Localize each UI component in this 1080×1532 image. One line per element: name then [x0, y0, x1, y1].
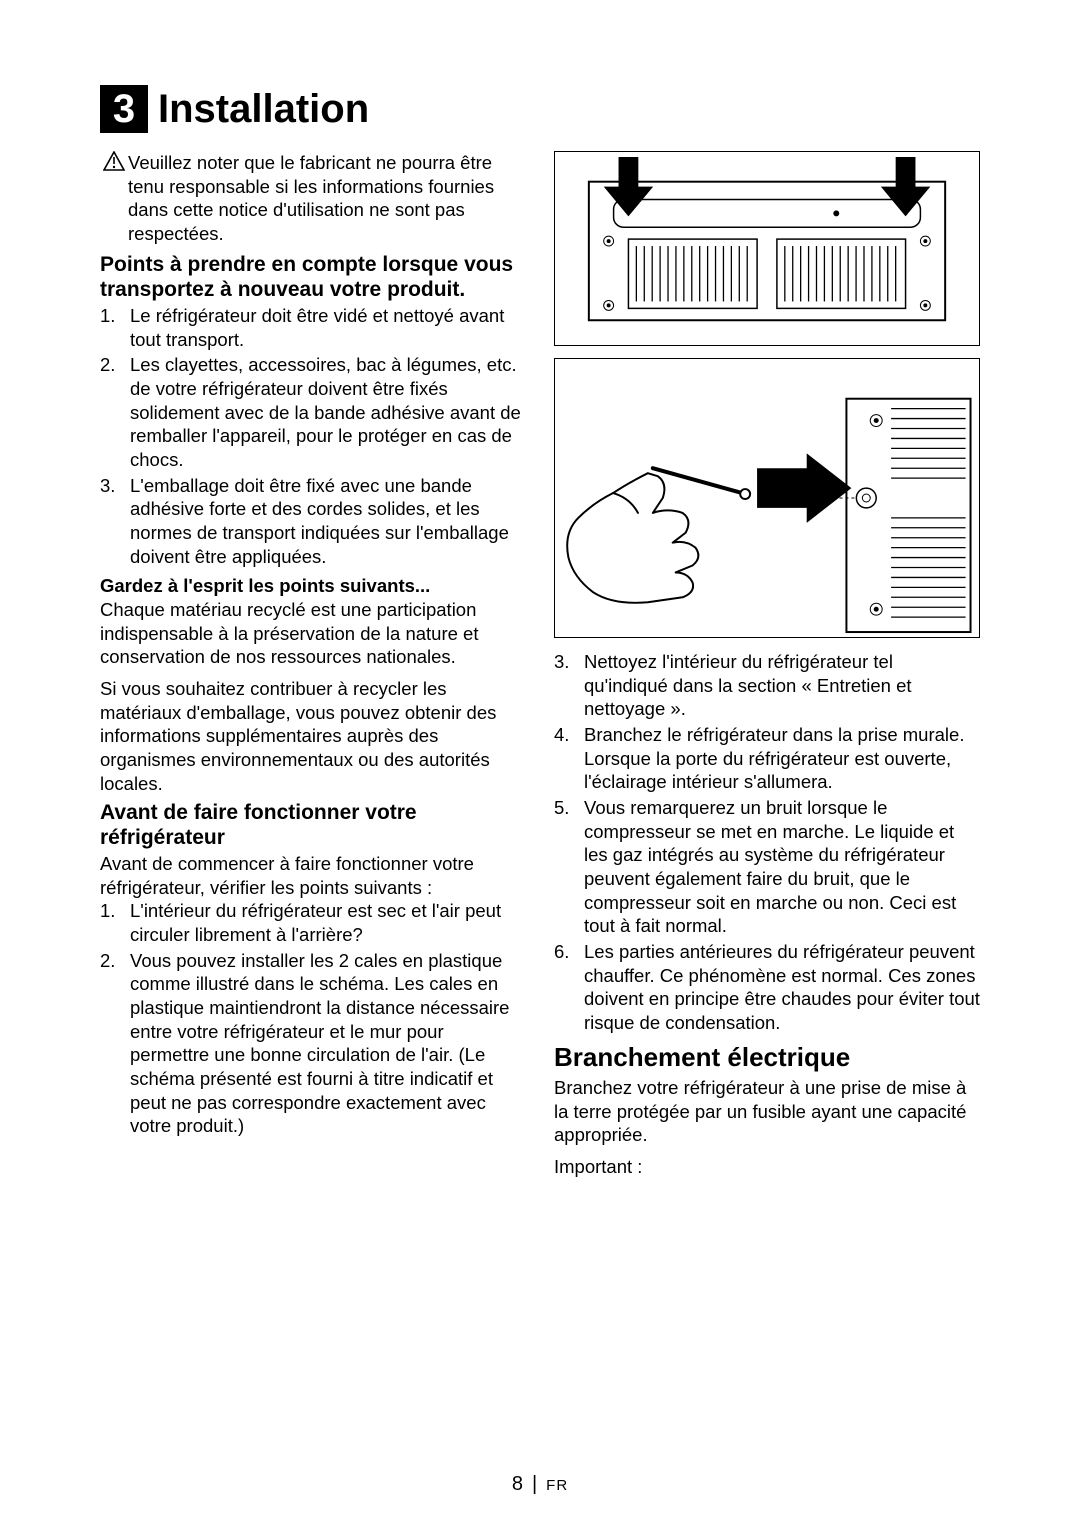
footer-language: FR — [546, 1477, 568, 1494]
chapter-header: 3 Installation — [100, 85, 980, 133]
heading-transport: Points à prendre en compte lorsque vous … — [100, 252, 526, 302]
page-number: 8 — [512, 1473, 523, 1495]
list-item: 2.Les clayettes, accessoires, bac à légu… — [100, 353, 526, 471]
list-item: 4.Branchez le réfrigérateur dans la pris… — [554, 723, 980, 794]
chapter-number-badge: 3 — [100, 85, 148, 133]
left-column: Veuillez noter que le fabricant ne pourr… — [100, 151, 526, 1179]
heading-before-operate: Avant de faire fonctionner votre réfrigé… — [100, 800, 526, 850]
list-item: 2.Vous pouvez installer les 2 cales en p… — [100, 949, 526, 1138]
para-important: Important : — [554, 1155, 980, 1179]
diagram-hand-spacer — [554, 358, 980, 638]
para-recycling-1: Chaque matériau recyclé est une particip… — [100, 598, 526, 669]
two-column-layout: Veuillez noter que le fabricant ne pourr… — [100, 151, 980, 1179]
list-item: 1.Le réfrigérateur doit être vidé et net… — [100, 304, 526, 351]
warning-block: Veuillez noter que le fabricant ne pourr… — [100, 151, 526, 246]
chapter-title: Installation — [158, 87, 369, 132]
diagram-top-view — [554, 151, 980, 346]
warning-icon — [100, 151, 128, 171]
para-electrical: Branchez votre réfrigérateur à une prise… — [554, 1076, 980, 1147]
list-item: 3.L'emballage doit être fixé avec une ba… — [100, 474, 526, 569]
list-item: 6.Les parties antérieures du réfrigérate… — [554, 940, 980, 1035]
para-before-operate: Avant de commencer à faire fonctionner v… — [100, 852, 526, 899]
footer-separator: | — [532, 1473, 537, 1495]
list-item: 3.Nettoyez l'intérieur du réfrigérateur … — [554, 650, 980, 721]
list-before-operate: 1.L'intérieur du réfrigérateur est sec e… — [100, 899, 526, 1138]
para-recycling-2: Si vous souhaitez contribuer à recycler … — [100, 677, 526, 795]
list-item: 5.Vous remarquerez un bruit lorsque le c… — [554, 796, 980, 938]
list-before-operate-continued: 3.Nettoyez l'intérieur du réfrigérateur … — [554, 650, 980, 1035]
subheading-keep-in-mind: Gardez à l'esprit les points suivants... — [100, 574, 526, 598]
list-item: 1.L'intérieur du réfrigérateur est sec e… — [100, 899, 526, 946]
heading-electrical: Branchement électrique — [554, 1041, 980, 1074]
right-column: 3.Nettoyez l'intérieur du réfrigérateur … — [554, 151, 980, 1179]
warning-text: Veuillez noter que le fabricant ne pourr… — [128, 151, 526, 246]
page-footer: 8 | FR — [0, 1473, 1080, 1496]
list-transport: 1.Le réfrigérateur doit être vidé et net… — [100, 304, 526, 568]
